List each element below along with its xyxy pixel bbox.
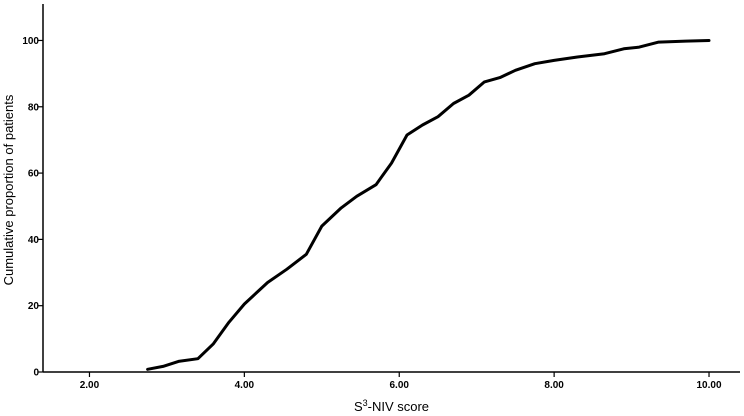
x-axis-title-main: S <box>354 399 363 414</box>
x-axis-title-rest: -NIV score <box>368 399 429 414</box>
x-tick-label: 8.00 <box>544 380 564 391</box>
x-tick-label: 6.00 <box>390 380 410 391</box>
cumulative-line <box>146 39 711 371</box>
x-axis-title-sup: 3 <box>363 398 368 408</box>
axes <box>42 4 740 373</box>
x-tick-label: 10.00 <box>697 380 722 391</box>
y-axis-title: Cumulative proportion of patients <box>1 94 16 285</box>
x-tick-label: 4.00 <box>235 380 255 391</box>
y-tick-label: 60 <box>28 169 40 180</box>
x-tick-label: 2.00 <box>80 380 100 391</box>
x-axis-title: S3-NIV score <box>354 398 429 414</box>
y-tick-label: 100 <box>22 36 39 47</box>
y-axis-ticks: 0 20 40 60 80 100 <box>22 36 43 379</box>
y-tick-label: 80 <box>28 102 40 113</box>
y-tick-label: 40 <box>28 235 40 246</box>
y-tick-label: 20 <box>28 301 40 312</box>
y-tick-label: 0 <box>33 368 39 379</box>
x-axis-ticks: 2.00 4.00 6.00 8.00 10.00 <box>80 372 722 391</box>
